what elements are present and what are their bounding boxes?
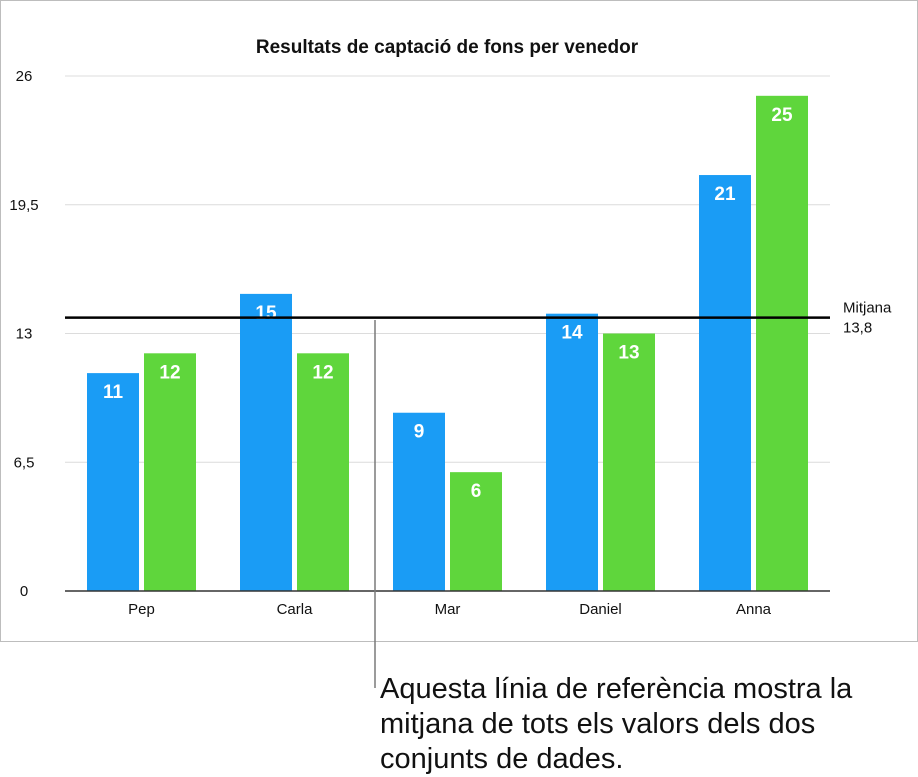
bar xyxy=(240,293,292,591)
bar-data-label: 9 xyxy=(414,422,425,443)
bars xyxy=(87,95,808,592)
y-tick-label: 6,5 xyxy=(14,454,35,471)
bar xyxy=(393,412,445,591)
bar-data-label: 21 xyxy=(714,184,736,205)
y-tick-label: 26 xyxy=(16,68,33,85)
y-tick-label: 0 xyxy=(20,583,28,600)
bar xyxy=(756,95,808,592)
y-tick-label: 13 xyxy=(16,326,33,343)
bar-data-label: 12 xyxy=(312,362,333,383)
bar xyxy=(87,373,139,591)
chart-title: Resultats de captació de fons per venedo… xyxy=(256,37,639,58)
average-reference-value: 13,8 xyxy=(843,320,872,337)
bar xyxy=(546,313,598,591)
x-tick-label: Mar xyxy=(435,601,461,618)
bar-data-label: 25 xyxy=(771,105,793,126)
y-tick-label: 19,5 xyxy=(9,197,38,214)
bar-data-label: 11 xyxy=(103,382,124,403)
bar xyxy=(144,353,196,591)
x-tick-label: Carla xyxy=(277,601,314,618)
x-tick-label: Pep xyxy=(128,601,155,618)
average-reference-label: Mitjana xyxy=(843,300,892,317)
x-tick-label: Anna xyxy=(736,601,772,618)
bar xyxy=(699,175,751,592)
bar-data-label: 15 xyxy=(255,303,277,324)
bar xyxy=(450,472,502,591)
x-tick-label: Daniel xyxy=(579,601,622,618)
callout-text: Aquesta línia de referència mostra la mi… xyxy=(380,673,853,775)
y-axis-tick-labels: 0 6,5 13 19,5 26 xyxy=(9,68,38,600)
bar xyxy=(297,353,349,591)
bar-data-labels: 11 12 15 12 9 6 14 13 21 25 xyxy=(103,105,793,502)
bar-data-label: 14 xyxy=(561,323,583,344)
x-axis-tick-labels: Pep Carla Mar Daniel Anna xyxy=(128,601,772,618)
bar xyxy=(603,333,655,591)
bar-data-label: 6 xyxy=(471,481,482,502)
bar-data-label: 13 xyxy=(618,343,639,364)
bar-data-label: 12 xyxy=(159,362,180,383)
